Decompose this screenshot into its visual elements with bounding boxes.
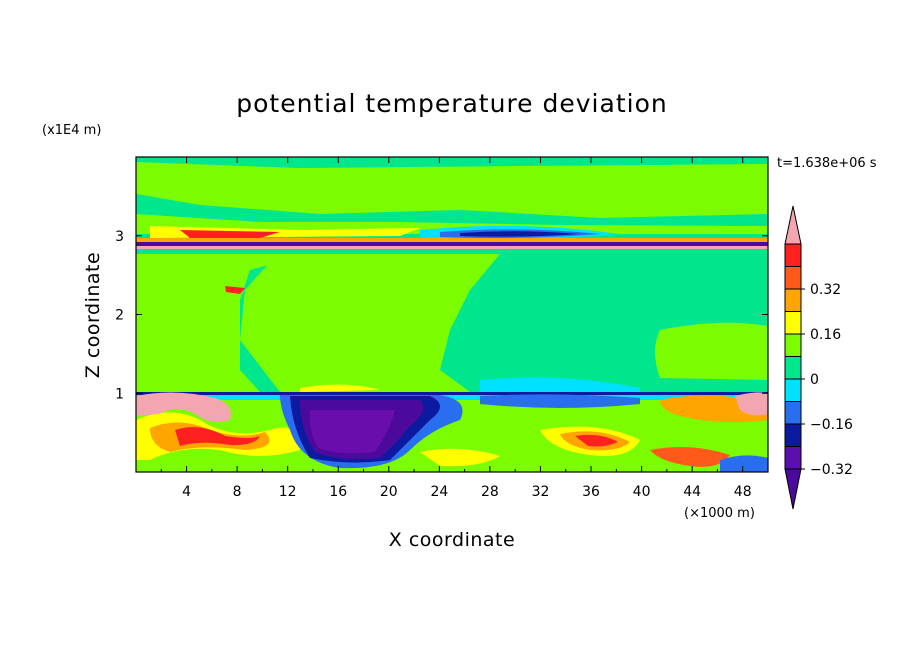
colorbar-bottom-triangle: [784, 468, 802, 510]
x-axis-label: X coordinate: [389, 529, 515, 551]
x-tick-label: 36: [582, 484, 600, 500]
x-tick-label: 32: [532, 484, 550, 500]
colorbar-box: [784, 243, 802, 267]
colorbar: 0.32 0.16 0 −0.16 −0.32: [784, 205, 853, 510]
x-tick-label: 12: [279, 484, 297, 500]
colorbar-top-triangle: [784, 205, 802, 245]
colorbar-box: [784, 356, 802, 380]
y-tick-label: 3: [115, 229, 124, 245]
colorbar-tick-label: 0.16: [810, 327, 841, 343]
colorbar-box: [784, 311, 802, 335]
time-label: t=1.638e+06 s: [777, 156, 877, 171]
y-tick-label: 2: [115, 308, 124, 324]
y-tick-label: 1: [115, 386, 124, 402]
colorbar-box: [784, 266, 802, 290]
plot-field: [136, 157, 768, 472]
x-tick-label: 48: [734, 484, 752, 500]
x-tick-label: 24: [430, 484, 448, 500]
colorbar-box: [784, 333, 802, 357]
x-tick-label: 44: [683, 484, 701, 500]
y-axis-ticks: 1 2 3: [115, 229, 768, 402]
y-axis-label: Z coordinate: [82, 252, 104, 378]
chart-title: potential temperature deviation: [236, 89, 667, 118]
y-unit-label: (x1E4 m): [42, 123, 101, 138]
x-tick-label: 4: [182, 484, 191, 500]
x-tick-label: 20: [380, 484, 398, 500]
colorbar-tick-label: 0: [810, 372, 819, 388]
x-tick-label: 16: [329, 484, 347, 500]
colorbar-box: [784, 423, 802, 447]
colorbar-tick-label: −0.16: [810, 417, 853, 433]
x-axis-ticks: 4 8 12 16 20 24 28 32 36 40 44 48: [160, 157, 752, 500]
colorbar-tick-label: 0.32: [810, 282, 841, 298]
colorbar-box: [784, 401, 802, 425]
colorbar-box: [784, 288, 802, 312]
x-tick-label: 8: [233, 484, 242, 500]
x-tick-label: 28: [481, 484, 499, 500]
colorbar-box: [784, 446, 802, 470]
colorbar-tick-label: −0.32: [810, 462, 853, 478]
colorbar-box: [784, 378, 802, 402]
x-tick-label: 40: [633, 484, 651, 500]
x-unit-label: (×1000 m): [684, 506, 755, 521]
